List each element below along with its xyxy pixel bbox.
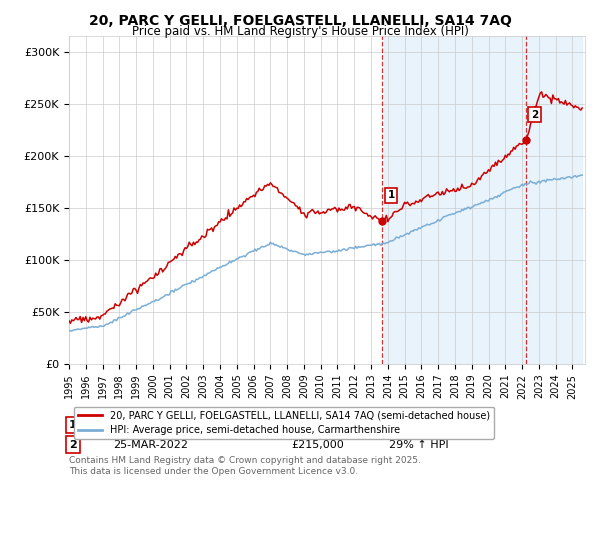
Text: 25-MAR-2022: 25-MAR-2022 [113, 440, 188, 450]
Legend: 20, PARC Y GELLI, FOELGASTELL, LLANELLI, SA14 7AQ (semi-detached house), HPI: Av: 20, PARC Y GELLI, FOELGASTELL, LLANELLI,… [74, 407, 494, 439]
Text: 2: 2 [531, 110, 538, 119]
Text: £137,500: £137,500 [291, 420, 344, 430]
Text: 1: 1 [69, 420, 77, 430]
Text: Contains HM Land Registry data © Crown copyright and database right 2025.
This d: Contains HM Land Registry data © Crown c… [69, 456, 421, 476]
Text: 2: 2 [69, 440, 77, 450]
Text: 1: 1 [388, 190, 395, 200]
Text: 30% ↑ HPI: 30% ↑ HPI [389, 420, 448, 430]
Text: 20, PARC Y GELLI, FOELGASTELL, LLANELLI, SA14 7AQ: 20, PARC Y GELLI, FOELGASTELL, LLANELLI,… [89, 14, 511, 28]
Text: 29% ↑ HPI: 29% ↑ HPI [389, 440, 449, 450]
Text: 30-AUG-2013: 30-AUG-2013 [113, 420, 187, 430]
Text: £215,000: £215,000 [291, 440, 344, 450]
Text: Price paid vs. HM Land Registry's House Price Index (HPI): Price paid vs. HM Land Registry's House … [131, 25, 469, 38]
